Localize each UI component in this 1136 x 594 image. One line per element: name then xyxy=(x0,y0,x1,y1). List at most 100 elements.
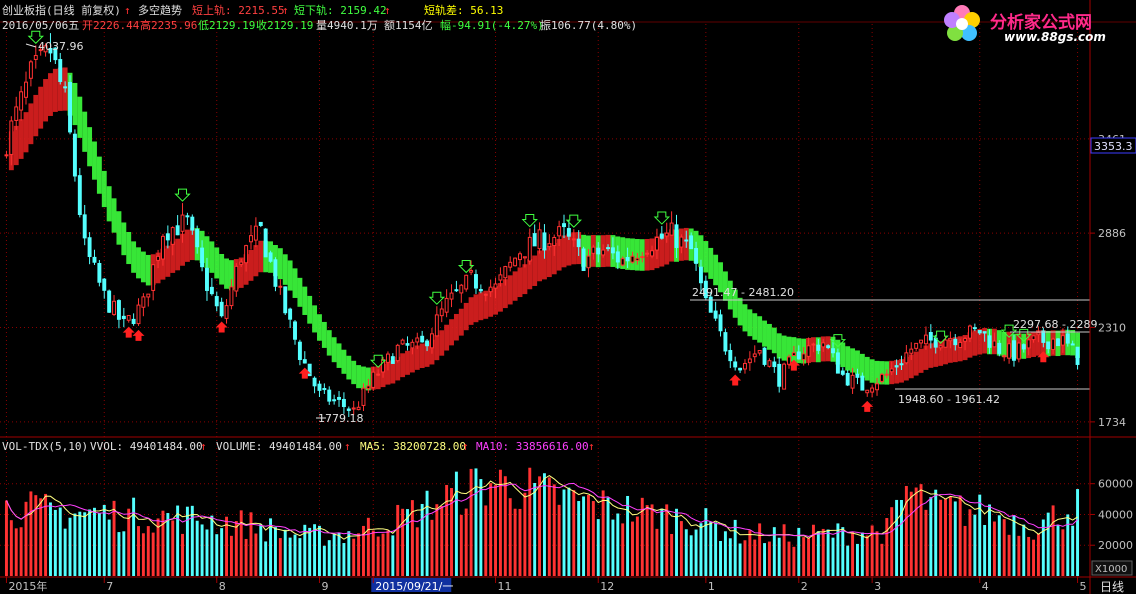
volume-bar-up xyxy=(489,483,493,576)
candle-body xyxy=(894,365,899,368)
volume-bar-up xyxy=(865,535,869,576)
candle-body xyxy=(48,47,53,54)
volume-bar-up xyxy=(655,528,659,576)
band-segment-down xyxy=(845,346,851,371)
band-segment-down xyxy=(356,365,362,389)
candle-body xyxy=(542,232,547,251)
volume-bar-down xyxy=(73,513,77,576)
band-segment-down xyxy=(776,333,782,359)
volume-bar-down xyxy=(719,540,722,576)
candle-body xyxy=(190,216,195,231)
buy-arrow-icon xyxy=(729,374,742,386)
band-segment-down xyxy=(727,280,733,310)
sell-arrow-icon xyxy=(653,211,671,225)
candle-body xyxy=(483,293,488,296)
sell-arrow-icon xyxy=(174,188,191,202)
x-tick-label: 11 xyxy=(498,580,512,593)
band-segment-up xyxy=(253,245,259,277)
vvol-arrow: ↑ xyxy=(200,440,207,453)
candle-body xyxy=(562,223,566,228)
low-label: 1779.18 xyxy=(318,412,364,425)
candle-body xyxy=(102,278,107,291)
volume-bar-up xyxy=(679,521,683,576)
candle-body xyxy=(1036,332,1041,336)
band-segment-up xyxy=(933,342,939,367)
band-segment-down xyxy=(111,198,117,233)
band-segment-up xyxy=(659,234,665,267)
candle-body xyxy=(58,59,63,82)
band-segment-up xyxy=(43,79,49,122)
band-segment-down xyxy=(82,111,88,152)
volume-bar-up xyxy=(127,508,131,576)
volume-bar-down xyxy=(337,532,341,576)
x-tick-label: 2 xyxy=(801,580,808,593)
volume-bar-up xyxy=(621,523,625,576)
volume-bar-down xyxy=(185,506,189,576)
candle-body xyxy=(698,266,703,284)
candle-body xyxy=(1056,338,1060,347)
ma10-arrow: ↑ xyxy=(588,440,595,453)
candle-body xyxy=(870,387,875,393)
band-segment-up xyxy=(493,286,498,315)
volume-bar-up xyxy=(948,496,952,576)
volume-bar-down xyxy=(63,528,67,576)
volume-bar-down xyxy=(689,535,693,576)
volume-bar-up xyxy=(645,505,649,576)
volume-bar-up xyxy=(890,507,894,576)
volume-bar-up xyxy=(445,484,449,576)
current-price-box xyxy=(1090,137,1136,154)
candle-body xyxy=(889,368,894,373)
candle-body xyxy=(767,360,772,367)
band-segment-down xyxy=(742,304,748,332)
band-segment-up xyxy=(527,259,533,290)
band-segment-up xyxy=(419,343,425,369)
volume-bar-up xyxy=(141,533,145,576)
volume-bar-down xyxy=(117,532,121,576)
volume-amount-label: 量4940.1万 xyxy=(316,19,378,32)
volume-bar-down xyxy=(102,504,106,576)
high-label: 4037.96 xyxy=(38,40,84,53)
candle-body xyxy=(439,308,444,317)
price-tick-label: 2886 xyxy=(1098,227,1126,240)
candle-body xyxy=(87,237,92,257)
candle-body xyxy=(312,377,317,387)
volume-bar-down xyxy=(978,494,982,576)
volume-bar-down xyxy=(988,504,991,576)
candle-body xyxy=(855,373,860,378)
candle-body xyxy=(160,235,165,260)
candle-body xyxy=(518,253,522,261)
volume-bar-down xyxy=(132,497,136,576)
volume-bar-down xyxy=(934,489,938,576)
band-segment-up xyxy=(908,354,914,379)
volume-bar-down xyxy=(704,508,708,576)
candle-body xyxy=(816,344,821,351)
candle-body xyxy=(131,318,136,324)
candle-body xyxy=(777,363,782,387)
candle-body xyxy=(170,227,175,245)
band-segment-up xyxy=(28,103,34,145)
volume-bar-up xyxy=(792,546,796,576)
band-segment-down xyxy=(116,211,122,245)
volume-bar-up xyxy=(1027,536,1031,576)
band-segment-down xyxy=(96,156,102,194)
volume-bar-down xyxy=(616,513,620,576)
candle-body xyxy=(713,310,718,319)
volume-bar-down xyxy=(714,522,718,576)
band-segment-up xyxy=(566,233,572,266)
candle-body xyxy=(214,296,219,307)
candle-body xyxy=(513,257,518,267)
candle-body xyxy=(1060,335,1065,346)
candle-body xyxy=(875,383,879,391)
candle-body xyxy=(625,257,630,262)
sell-arrow-icon xyxy=(1000,324,1018,338)
x-tick-label: 7 xyxy=(106,580,113,593)
band-segment-up xyxy=(669,229,675,262)
ma10-line xyxy=(5,482,1078,538)
period-label[interactable]: 日线 xyxy=(1100,580,1124,594)
band-segment-up xyxy=(180,233,185,266)
band-segment-up xyxy=(571,232,577,265)
candle-body xyxy=(77,175,82,215)
volume-bar-up xyxy=(239,510,243,576)
volume-bar-up xyxy=(34,495,38,576)
